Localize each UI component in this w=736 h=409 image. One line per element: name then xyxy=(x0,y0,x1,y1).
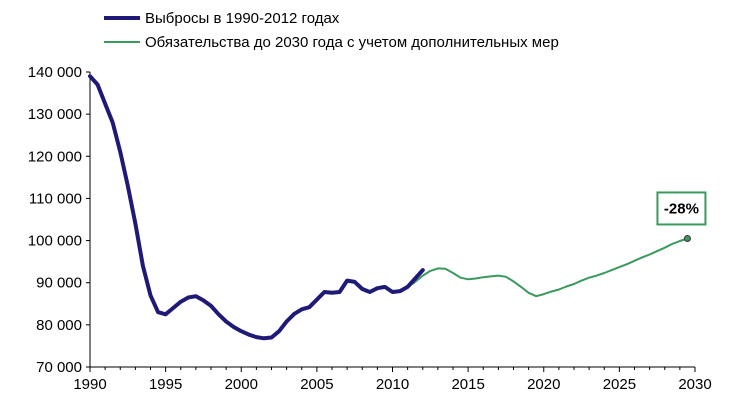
x-tick-label: 2020 xyxy=(527,376,560,393)
y-tick-label: 90 000 xyxy=(36,275,82,292)
x-tick-label: 1990 xyxy=(73,376,106,393)
y-tick-label: 110 000 xyxy=(29,190,82,207)
y-tick-label: 140 000 xyxy=(28,64,82,81)
y-tick-label: 130 000 xyxy=(28,106,82,123)
annotation-box xyxy=(656,191,707,226)
y-tick-label: 120 000 xyxy=(28,148,82,165)
series-line-emissions xyxy=(88,74,425,341)
x-tick-label: 2000 xyxy=(225,376,258,393)
legend: Выбросы в 1990-2012 годах Обязательства … xyxy=(104,10,559,51)
y-tick-label: 80 000 xyxy=(36,317,82,334)
legend-label-emissions: Выбросы в 1990-2012 годах xyxy=(145,10,340,27)
series-lines xyxy=(88,74,689,341)
x-tick-label: 2015 xyxy=(451,376,484,393)
x-tick-label: 1995 xyxy=(149,376,182,393)
legend-label-commitments: Обязательства до 2030 года с учетом допо… xyxy=(145,34,559,51)
annotation-label: -28% xyxy=(664,200,699,217)
axes: 70 000 80 000 90 000 100 000 110 000 120 000 1… xyxy=(28,64,712,393)
x-tick-label: 2010 xyxy=(376,376,409,393)
x-tick-label: 2030 xyxy=(678,376,711,393)
y-tick-label: 70 000 xyxy=(36,359,82,376)
x-tick-label: 2005 xyxy=(300,376,333,393)
annotation: -28% xyxy=(656,191,707,242)
annotation-end-marker xyxy=(683,234,691,242)
x-tick-label: 2025 xyxy=(603,376,636,393)
y-tick-label: 100 000 xyxy=(28,233,82,250)
series-line-commitments xyxy=(406,237,689,298)
